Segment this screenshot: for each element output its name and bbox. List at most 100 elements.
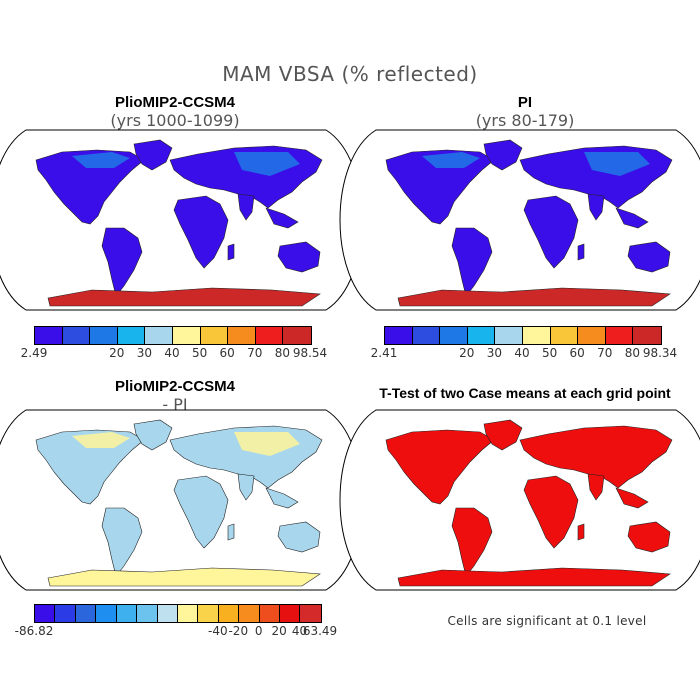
continent-greenland [483, 419, 523, 451]
continent-south-america [101, 227, 143, 297]
continent-south-america [101, 507, 143, 577]
colorbar-labels-top-left: 2.49 20 30 40 50 60 70 80 98.54 [21, 346, 328, 362]
continent-australia [277, 521, 321, 553]
highlight-siberia [584, 432, 650, 456]
map-bottom-left [0, 409, 363, 591]
colorbar-swatch [605, 327, 634, 344]
highlight-siberia [234, 152, 300, 176]
continent-se-asia [265, 207, 299, 229]
colorbar-label: 40 [164, 346, 180, 360]
map-bottom-right [339, 409, 700, 591]
colorbar-swatch [137, 605, 158, 622]
panel-title-top-left: PlioMIP2-CCSM4 [114, 94, 235, 111]
continent-australia [277, 241, 321, 273]
colorbar-swatch [200, 327, 229, 344]
continent-greenland [133, 139, 173, 171]
map-top-right [339, 129, 700, 311]
panel-subtitle-bottom-left: - PI [162, 395, 188, 414]
colorbar-swatch [633, 327, 661, 344]
highlight-siberia [584, 152, 650, 176]
colorbar-label: -40 [208, 624, 228, 638]
colorbar-label: 40 [514, 346, 530, 360]
panel-subtitle-top-left: (yrs 1000-1099) [110, 111, 240, 130]
colorbar-swatch [35, 327, 63, 344]
highlight-north [72, 432, 130, 448]
continent-australia [627, 241, 671, 273]
colorbar-label: 98.34 [642, 346, 678, 360]
colorbar-swatch [116, 605, 138, 622]
continent-se-asia [265, 487, 299, 509]
continent-india [237, 193, 255, 221]
colorbar-labels-bottom-left: -86.82 -40 -20 0 20 40 63.49 [15, 624, 338, 640]
map-top-left [0, 129, 363, 311]
highlight-north [422, 152, 480, 168]
highlight-north [72, 152, 130, 168]
continent-africa [523, 475, 579, 549]
colorbar-swatch [440, 327, 468, 344]
continent-south-america [451, 507, 493, 577]
continent-se-asia [615, 487, 649, 509]
colorbar-label: 80 [274, 346, 291, 360]
colorbar-swatch [55, 605, 76, 622]
continent-south-america [451, 227, 493, 297]
colorbar-swatch [578, 327, 606, 344]
continent-australia [627, 521, 671, 553]
figure-title: MAM VBSA (% reflected) [222, 62, 478, 86]
significance-footnote: Cells are significant at 0.1 level [447, 614, 647, 628]
continent-north-america [385, 149, 495, 225]
colorbar-label: 20 [459, 346, 475, 360]
colorbar-label: 70 [597, 346, 613, 360]
colorbar-label: 70 [247, 346, 263, 360]
colorbar-swatch [283, 327, 311, 344]
colorbar-swatch [550, 327, 579, 344]
colorbar-bottom-left [34, 604, 322, 623]
colorbar-label: 2.41 [370, 346, 398, 360]
colorbar-swatch [75, 605, 97, 622]
colorbar-labels-top-right: 2.41 20 30 40 50 60 70 80 98.34 [371, 346, 678, 362]
colorbar-swatch [96, 605, 117, 622]
colorbar-swatch [467, 327, 496, 344]
colorbar-top-right [384, 326, 662, 345]
colorbar-label: 63.49 [302, 624, 338, 638]
continent-africa [173, 475, 229, 549]
continent-antarctica [397, 567, 671, 587]
colorbar-label: 40 [291, 624, 308, 638]
panel-title-bottom-right: T-Test of two Case means at each grid po… [379, 385, 671, 401]
colorbar-swatch [280, 605, 301, 622]
colorbar-top-left [34, 326, 312, 345]
colorbar-swatch [259, 605, 281, 622]
colorbar-swatch [35, 605, 56, 622]
colorbar-swatch [255, 327, 284, 344]
colorbar-label: 98.54 [292, 346, 328, 360]
colorbar-label: 80 [624, 346, 641, 360]
continent-greenland [133, 419, 173, 451]
colorbar-swatch [145, 327, 173, 344]
continent-se-asia [615, 207, 649, 229]
colorbar-label: 50 [191, 346, 208, 360]
colorbar-swatch [495, 327, 523, 344]
colorbar-swatch [218, 605, 240, 622]
continent-greenland [483, 139, 523, 171]
continent-india [587, 473, 605, 501]
colorbar-swatch [385, 327, 413, 344]
continent-africa [173, 195, 229, 269]
continent-north-america [385, 429, 495, 505]
colorbar-swatch [62, 327, 91, 344]
highlight-siberia [234, 432, 300, 456]
colorbar-label: 0 [254, 624, 263, 638]
colorbar-label: -86.82 [14, 624, 54, 638]
continent-madagascar [577, 523, 585, 541]
colorbar-swatch [522, 327, 551, 344]
colorbar-swatch [90, 327, 118, 344]
colorbar-swatch [157, 605, 178, 622]
colorbar-swatch [177, 605, 199, 622]
colorbar-label: 30 [486, 346, 503, 360]
continent-north-america [35, 149, 145, 225]
highlight-north [422, 432, 480, 448]
colorbar-label: 20 [109, 346, 125, 360]
panel-title-bottom-left: PlioMIP2-CCSM4 [114, 378, 235, 395]
continent-madagascar [227, 243, 235, 261]
continent-india [587, 193, 605, 221]
colorbar-swatch [172, 327, 201, 344]
colorbar-swatch [412, 327, 441, 344]
